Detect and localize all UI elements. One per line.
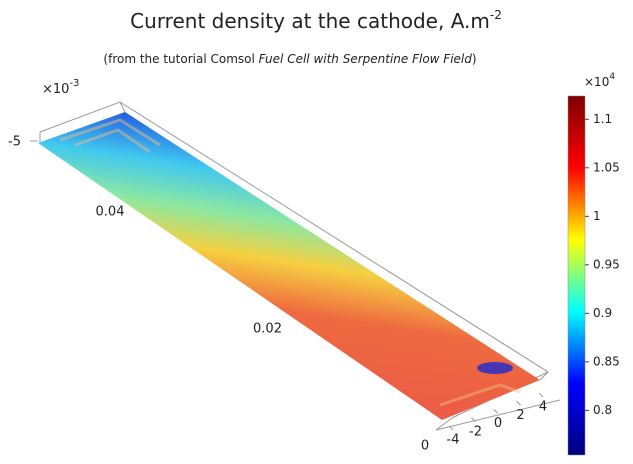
- x-tick-label: -4: [447, 433, 460, 448]
- surface-minimum: [477, 362, 513, 374]
- y-tick-label: 0.02: [253, 322, 282, 337]
- x-tick: [493, 409, 499, 414]
- chart-title: Current density at the cathode, A.m-2: [130, 8, 502, 33]
- colorbar-tick-label: 1.05: [593, 160, 620, 174]
- colorbar-tick-label: 0.85: [593, 354, 620, 368]
- colorbar-tick-label: 0.95: [593, 257, 620, 271]
- colorbar-tick-label: 0.9: [593, 306, 612, 320]
- z-tick-label: -5: [8, 135, 21, 150]
- y-tick-label: 0: [421, 439, 429, 454]
- z-multiplier: ×10-3: [42, 78, 79, 97]
- x-tick-label: 4: [539, 400, 547, 415]
- serpentine-pattern: [59, 118, 521, 407]
- x-tick: [471, 417, 476, 423]
- x-tick: [538, 392, 544, 398]
- colorbar-tick-label: 1.1: [593, 112, 612, 126]
- y-tick-label: 0.04: [96, 205, 125, 220]
- colorbar-multiplier: ×104: [584, 72, 615, 89]
- x-tick: [516, 400, 521, 406]
- surface: [38, 112, 540, 420]
- x-tick-label: 0: [494, 416, 502, 431]
- colorbar: [567, 95, 586, 456]
- colorbar-tick-label: 1: [593, 209, 601, 223]
- x-tick: [448, 425, 454, 431]
- x-tick-label: 2: [516, 408, 524, 423]
- x-tick-label: -2: [469, 424, 482, 439]
- colorbar-tick-label: 0.8: [593, 403, 612, 417]
- subtitle: (from the tutorial Comsol Fuel Cell with…: [103, 52, 476, 66]
